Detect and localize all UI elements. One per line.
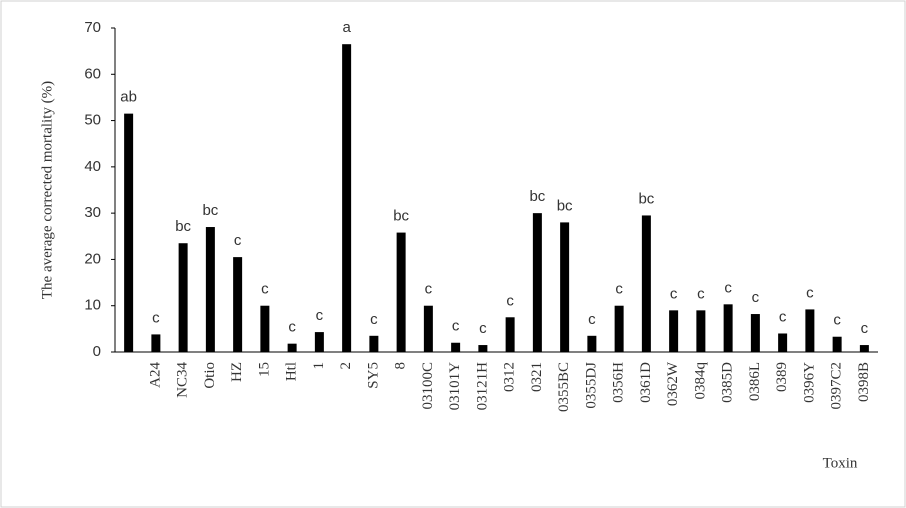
x-tick-label: 03101Y [447, 362, 463, 411]
significance-letter: c [779, 308, 787, 325]
bar [478, 345, 488, 352]
significance-letter: c [506, 292, 514, 309]
x-tick-label: 0386L [747, 362, 763, 401]
x-tick-label: 0355DJ [583, 362, 599, 409]
bar [287, 343, 297, 352]
x-tick-label: 15 [256, 362, 272, 377]
x-tick-label: 2 [338, 362, 354, 370]
significance-letter: c [288, 319, 296, 336]
bar [369, 335, 379, 352]
significance-letter: c [588, 311, 596, 328]
bar [423, 305, 433, 352]
significance-letter: c [316, 307, 324, 324]
y-tick-label: 60 [84, 65, 101, 82]
x-tick-label: SY5 [365, 362, 381, 389]
bar [505, 317, 515, 352]
significance-letter: c [261, 281, 269, 298]
x-tick-label: 0362W [665, 361, 681, 406]
x-tick-label: 8 [393, 362, 409, 370]
bar [342, 44, 352, 352]
bar [560, 222, 570, 352]
significance-letter: c [752, 289, 760, 306]
bar [396, 232, 406, 352]
x-tick-label: Otio [202, 362, 218, 389]
y-tick-label: 70 [84, 19, 101, 36]
y-tick-label: 50 [84, 112, 101, 129]
significance-letter: c [806, 284, 814, 301]
bar [205, 227, 215, 352]
bar [260, 305, 270, 352]
significance-letter: c [479, 320, 487, 337]
significance-letter: c [152, 309, 160, 326]
bar [451, 342, 461, 352]
bar [641, 215, 651, 352]
significance-letter: bc [393, 208, 409, 225]
x-tick-label: 0385D [720, 362, 736, 403]
x-tick-label: 0321 [529, 362, 545, 392]
x-tick-label: 03100C [420, 362, 436, 410]
significance-letter: c [670, 285, 678, 302]
bar [614, 305, 624, 352]
x-axis-label: Toxin [823, 455, 858, 471]
bar [778, 333, 788, 352]
significance-letter: c [861, 320, 869, 337]
y-tick-label: 0 [93, 343, 101, 360]
x-tick-label: 0361D [638, 362, 654, 403]
significance-letter: c [615, 281, 623, 298]
x-tick-label: 0384q [692, 362, 708, 400]
x-tick-label: Htl [284, 362, 300, 381]
x-tick-label: 1 [311, 362, 327, 370]
significance-letter: c [425, 281, 433, 298]
bar [805, 309, 815, 352]
y-tick-label: 20 [84, 250, 101, 267]
y-tick-label: 10 [84, 297, 101, 314]
bar [532, 213, 542, 352]
y-tick-label: 30 [84, 204, 101, 221]
x-tick-label: NC34 [175, 362, 191, 398]
x-tick-label: 0396Y [801, 362, 817, 403]
significance-letter: bc [175, 218, 191, 235]
bar [587, 335, 597, 352]
significance-letter: c [370, 311, 378, 328]
significance-letter: c [234, 232, 242, 249]
bar [669, 310, 679, 352]
y-tick-label: 40 [84, 158, 101, 175]
x-tick-label: 0312 [502, 362, 518, 392]
bar [151, 334, 161, 352]
significance-letter: bc [638, 190, 654, 207]
significance-letter: c [697, 285, 705, 302]
x-tick-label: 0389 [774, 362, 790, 392]
y-axis-label: The average corrected mortality (%) [39, 81, 55, 299]
bar [696, 310, 706, 352]
significance-letter: c [724, 279, 732, 296]
significance-letter: bc [202, 202, 218, 219]
significance-letter: c [452, 318, 460, 335]
x-tick-label: 03121H [474, 362, 490, 411]
significance-letter: a [342, 19, 351, 36]
bar [750, 314, 760, 352]
bar [723, 304, 733, 352]
x-tick-label: 0356H [611, 362, 627, 403]
bar [832, 336, 842, 352]
significance-letter: bc [557, 197, 573, 214]
bar [178, 243, 188, 352]
significance-letter: bc [529, 188, 545, 205]
bar [859, 345, 869, 352]
x-tick-label: 0398B [856, 362, 872, 402]
bar [314, 332, 324, 352]
x-tick-label: A24 [147, 362, 163, 388]
significance-letter: ab [120, 89, 137, 106]
significance-letter: c [833, 312, 841, 329]
x-tick-label: HZ [229, 362, 245, 382]
bar [124, 113, 134, 352]
bar [233, 257, 243, 352]
x-tick-label: 0397C2 [829, 362, 845, 410]
x-tick-label: 0355BC [556, 362, 572, 412]
